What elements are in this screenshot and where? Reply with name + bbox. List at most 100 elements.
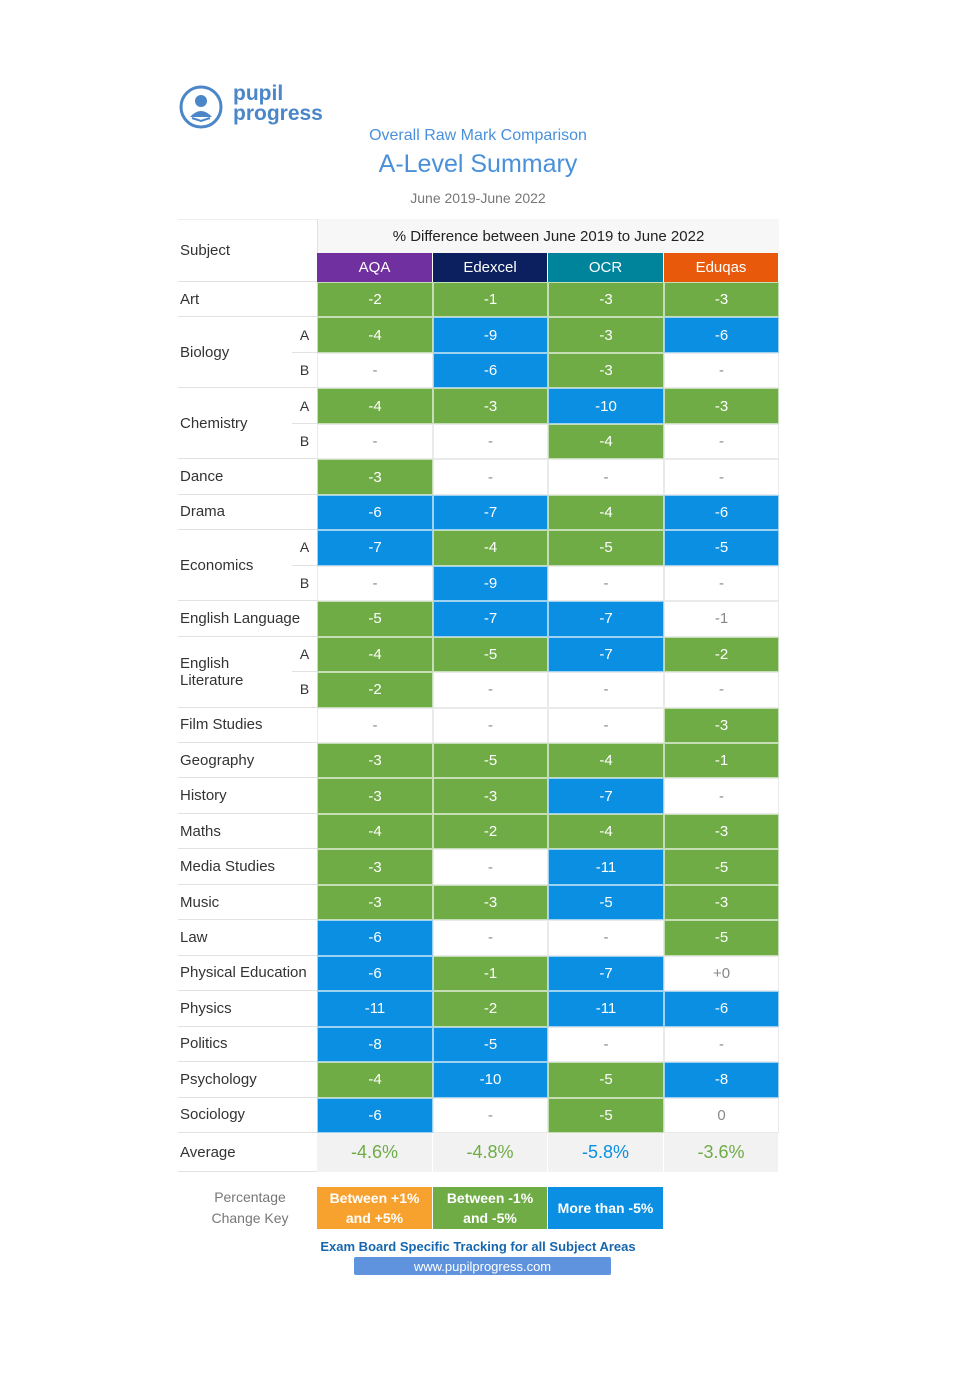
cell: -8	[317, 1026, 433, 1063]
cell: -	[664, 672, 779, 708]
cell: -5	[433, 1026, 548, 1063]
cell: -3	[664, 813, 779, 850]
cell: +0	[664, 955, 779, 992]
average-cell: -3.6%	[664, 1133, 779, 1173]
cell: -3	[548, 352, 664, 389]
subject-name: Politics	[178, 1027, 317, 1063]
average-cell: -4.6%	[317, 1133, 433, 1173]
logo-text: pupil progress	[233, 83, 323, 125]
subject-name: Psychology	[178, 1062, 317, 1098]
cell: -4	[548, 742, 664, 779]
cell: -2	[664, 636, 779, 673]
cell: -6	[433, 352, 548, 389]
cell: -9	[433, 565, 548, 602]
cell: -4	[317, 1062, 433, 1098]
cell: -6	[664, 317, 779, 353]
cell: -3	[433, 388, 548, 424]
variant: A	[292, 317, 317, 353]
footer-tagline: Exam Board Specific Tracking for all Sub…	[320, 1238, 636, 1254]
cell: -1	[664, 742, 779, 779]
cell: -7	[548, 601, 664, 637]
cell: -6	[317, 1097, 433, 1134]
period: June 2019-June 2022	[410, 190, 546, 206]
cell: -7	[433, 601, 548, 637]
logo-line: progress	[233, 102, 323, 125]
cell: -3	[548, 282, 664, 318]
cell: -6	[664, 494, 779, 531]
subject-name: English Literature	[178, 637, 292, 708]
cell: -	[548, 672, 664, 708]
cell: -	[664, 565, 779, 602]
key-label: Percentage Change Key	[211, 1189, 289, 1226]
cell: -1	[433, 282, 548, 318]
cell: -11	[317, 991, 433, 1027]
cell: -	[317, 707, 433, 743]
cell: -3	[433, 884, 548, 921]
cell: -2	[317, 672, 433, 708]
subject-name: Sociology	[178, 1098, 317, 1134]
footer-url: www.pupilprogress.com	[354, 1257, 611, 1275]
cell: -	[433, 920, 548, 956]
subject-name: Art	[178, 282, 317, 318]
cell: -3	[317, 849, 433, 885]
cell: -6	[317, 955, 433, 992]
cell: -	[433, 1097, 548, 1134]
cell: -6	[664, 991, 779, 1027]
key-item: More than -5%	[548, 1187, 664, 1229]
cell: -3	[664, 388, 779, 424]
key-item: Between -1% and -5%	[433, 1187, 548, 1229]
cell: -5	[317, 601, 433, 637]
subject-name: English Language	[178, 601, 317, 637]
cell: -	[317, 423, 433, 460]
cell: -	[317, 565, 433, 602]
cell: -4	[548, 813, 664, 850]
cell: -	[433, 459, 548, 495]
cell: -4	[317, 636, 433, 673]
cell: -5	[433, 636, 548, 673]
board-header: Eduqas	[664, 253, 779, 282]
variant: B	[292, 424, 317, 460]
variant: A	[292, 388, 317, 424]
cell: -5	[548, 1097, 664, 1134]
subtitle: A-Level Summary	[378, 149, 578, 178]
subject-name: History	[178, 778, 317, 814]
logo-icon	[179, 85, 223, 129]
subject-name: Law	[178, 920, 317, 956]
key-item: Between +1% and +5%	[317, 1187, 433, 1229]
cell: -4	[317, 317, 433, 353]
subject-name: Media Studies	[178, 849, 317, 885]
cell: -4	[548, 494, 664, 531]
cell: -5	[548, 1062, 664, 1098]
cell: -1	[664, 601, 779, 637]
subject-name: Film Studies	[178, 708, 317, 743]
cell: -6	[317, 920, 433, 956]
cell: -3	[664, 707, 779, 743]
cell: -7	[548, 778, 664, 814]
cell: -7	[548, 636, 664, 673]
cell: -7	[317, 530, 433, 566]
subject-header: Subject	[178, 219, 317, 282]
cell: -3	[433, 778, 548, 814]
board-header: Edexcel	[433, 253, 548, 282]
subject-name: Dance	[178, 459, 317, 495]
cell: -5	[548, 530, 664, 566]
cell: -2	[433, 991, 548, 1027]
group-header: % Difference between June 2019 to June 2…	[317, 219, 779, 253]
average-cell: -5.8%	[548, 1133, 664, 1173]
cell: -	[548, 920, 664, 956]
subject-name: Physical Education	[178, 956, 317, 992]
cell: -11	[548, 991, 664, 1027]
cell: -	[433, 707, 548, 743]
cell: -5	[664, 849, 779, 885]
board-header: AQA	[317, 253, 433, 282]
cell: -6	[317, 494, 433, 531]
cell: -2	[433, 813, 548, 850]
cell: -	[548, 707, 664, 743]
cell: -	[664, 423, 779, 460]
subject-name: Biology	[178, 317, 292, 389]
average-cell: -4.8%	[433, 1133, 548, 1173]
subject-name: Music	[178, 885, 317, 921]
average-label: Average	[178, 1133, 317, 1173]
cell: -	[433, 423, 548, 460]
